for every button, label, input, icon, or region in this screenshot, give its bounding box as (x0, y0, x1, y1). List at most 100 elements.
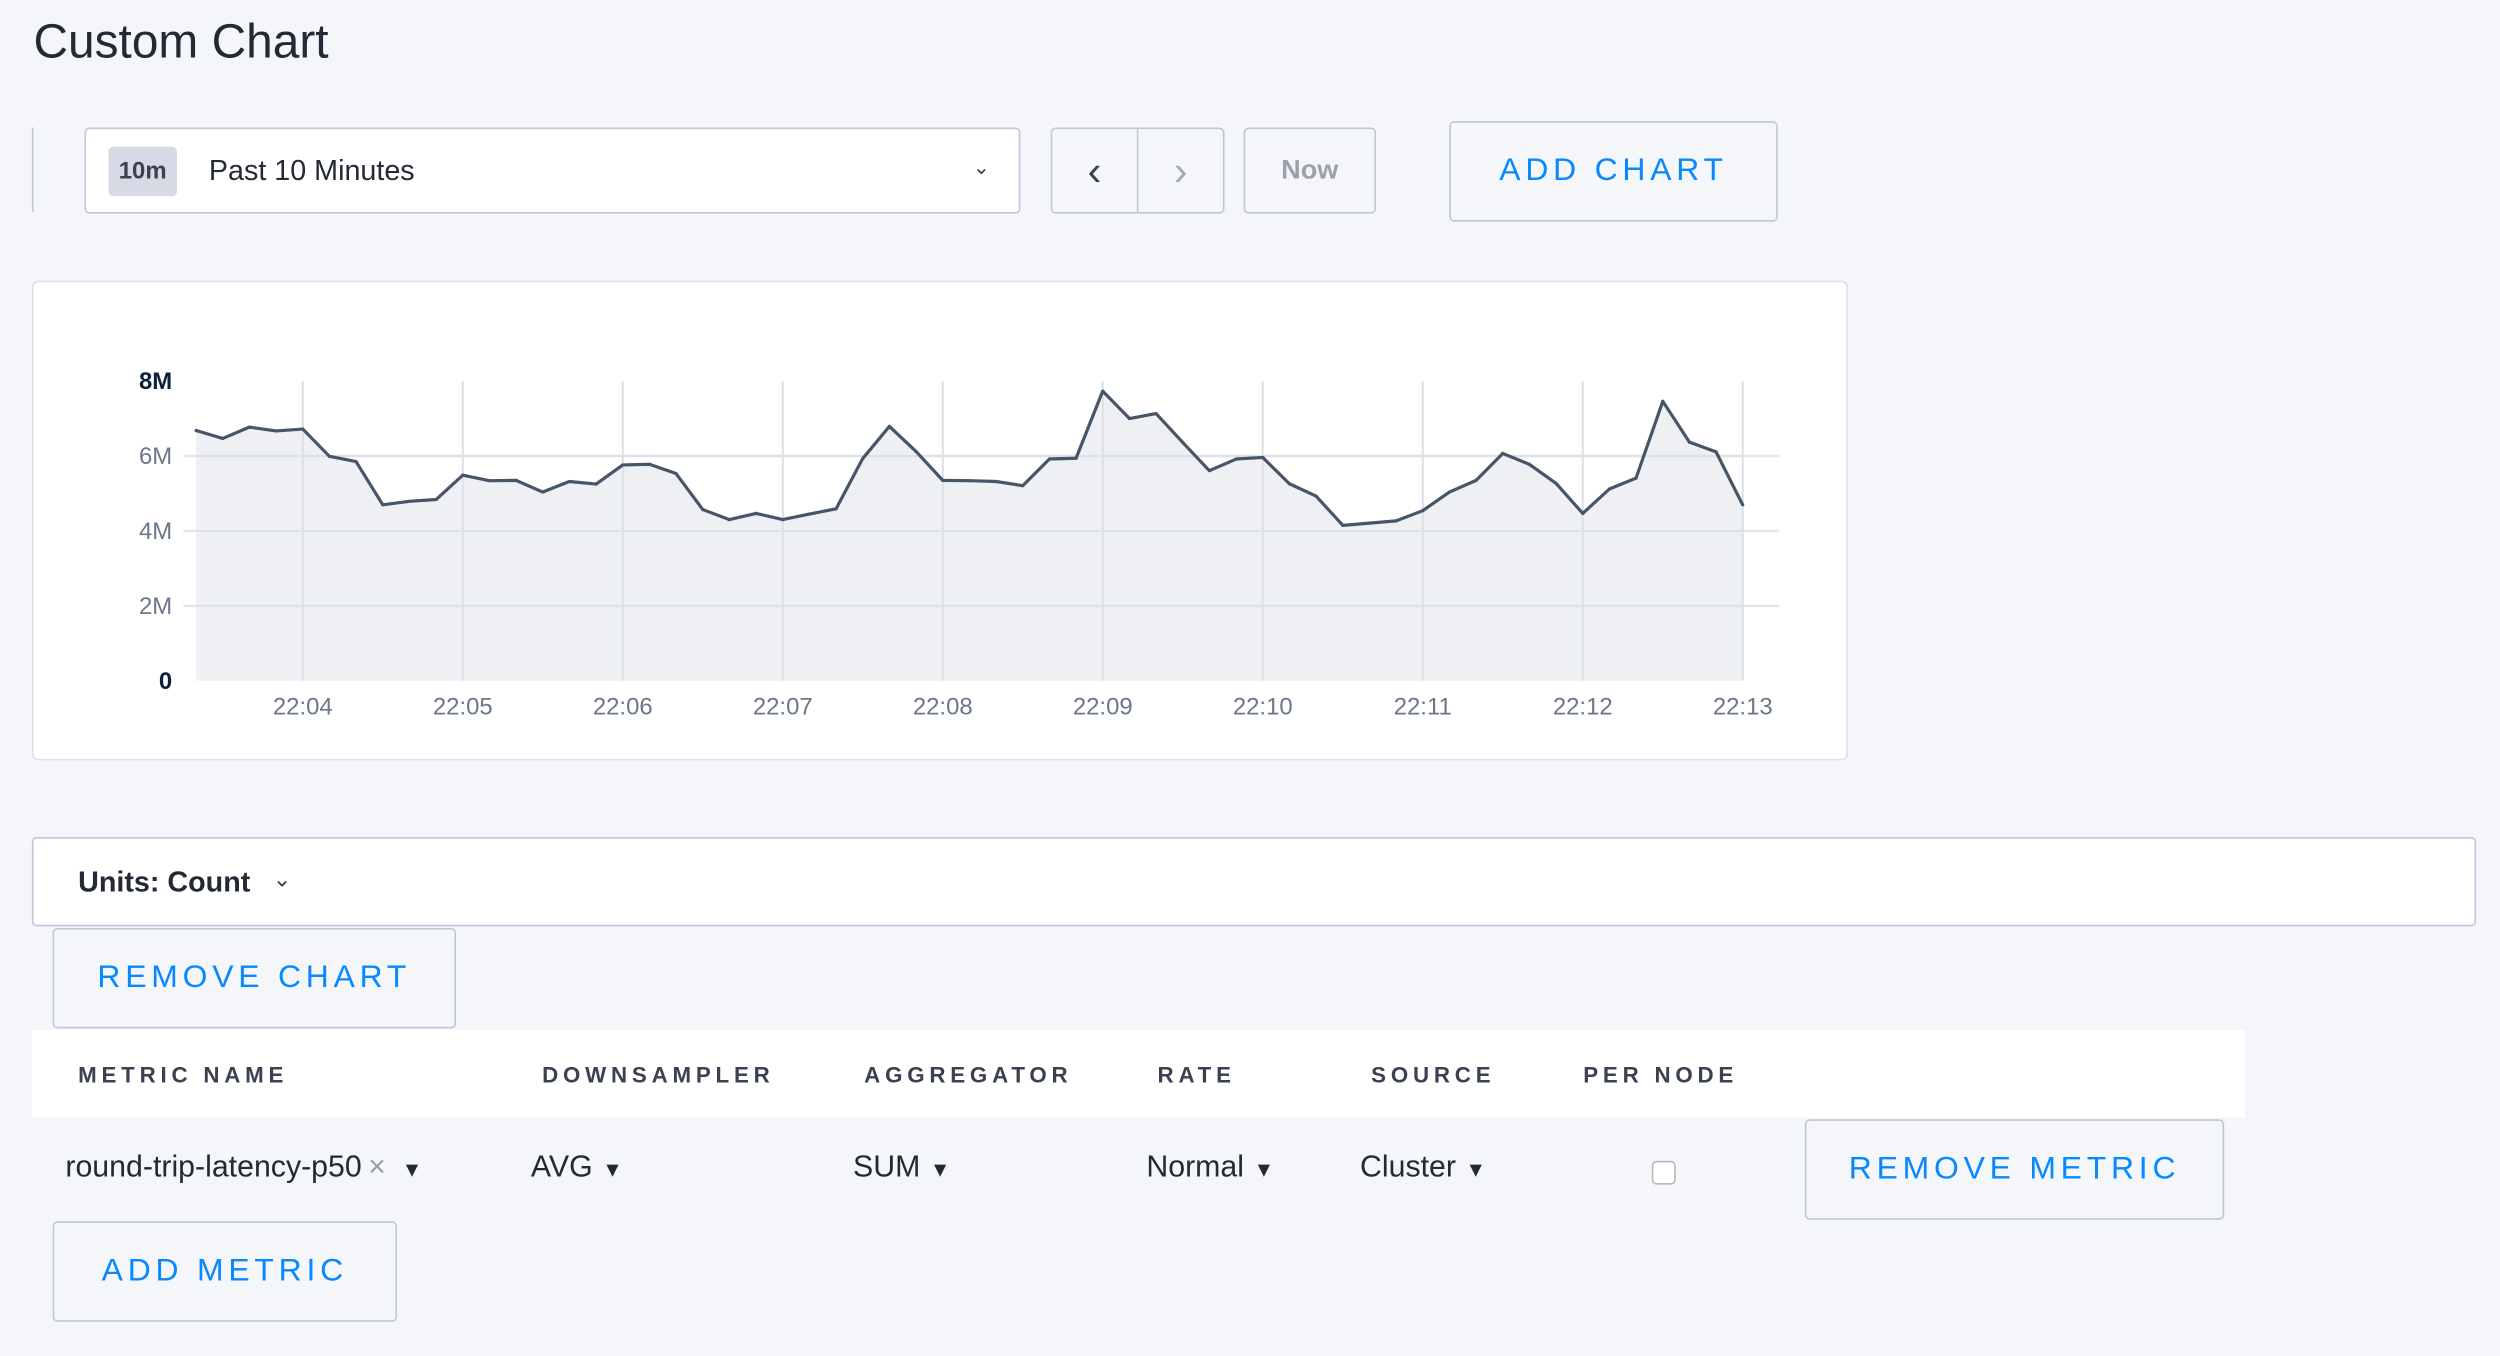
rate-value: Normal (1146, 1151, 1245, 1185)
header-downsampler: DOWNSAMPLER (542, 1061, 775, 1088)
rate-select[interactable]: Normal ▼ (1146, 1151, 1274, 1186)
data-point (1527, 462, 1532, 466)
remove-chart-button[interactable]: REMOVE CHART (52, 927, 456, 1029)
chevron-down-icon: ⌄ (972, 154, 991, 179)
data-point (1234, 457, 1238, 461)
y-tick-label: 6M (139, 443, 172, 470)
data-point (541, 490, 545, 494)
downsampler-select[interactable]: AVG ▼ (531, 1151, 623, 1186)
data-point (1314, 494, 1318, 498)
y-tick-label: 0 (159, 668, 172, 695)
time-range-select[interactable]: 10m Past 10 Minutes ⌄ (84, 127, 1021, 214)
now-button[interactable]: Now (1243, 127, 1376, 214)
data-point (887, 424, 892, 428)
data-point (274, 429, 278, 433)
metric-name-select[interactable]: round-trip-latency-p50 × ▼ (65, 1151, 422, 1186)
data-point (914, 449, 918, 454)
data-point (1741, 503, 1745, 507)
y-tick-label: 8M (139, 368, 172, 395)
data-point (1181, 440, 1185, 445)
data-point (1634, 476, 1638, 480)
data-point (301, 427, 305, 431)
data-point (381, 503, 385, 507)
caret-down-icon: ▼ (602, 1157, 623, 1182)
source-value: Cluster (1360, 1151, 1456, 1185)
data-point (1661, 399, 1665, 403)
chevron-right-icon[interactable]: › (1173, 145, 1188, 194)
add-metric-button[interactable]: ADD METRIC (52, 1221, 398, 1322)
aggregator-select[interactable]: SUM ▼ (853, 1151, 950, 1186)
units-select[interactable]: Units: Count ⌄ (31, 837, 2477, 927)
chevron-left-icon[interactable]: ‹ (1052, 129, 1139, 213)
data-point (781, 518, 785, 522)
x-tick-label: 22:13 (1713, 693, 1773, 720)
header-source: SOURCE (1371, 1061, 1496, 1088)
header-aggregator: AGGREGATOR (864, 1061, 1073, 1088)
data-point (1074, 456, 1078, 460)
data-point (1687, 440, 1692, 444)
data-point (1474, 478, 1478, 482)
data-point (194, 428, 198, 433)
range-badge: 10m (108, 146, 177, 197)
data-point (461, 473, 465, 477)
downsampler-value: AVG (530, 1151, 593, 1185)
page-title: Custom Chart (33, 15, 329, 69)
x-tick-label: 22:08 (913, 693, 973, 720)
units-label: Units: Count (78, 865, 251, 898)
add-chart-button[interactable]: ADD CHART (1449, 121, 1778, 222)
chevron-down-icon: ⌄ (272, 865, 292, 892)
x-tick-label: 22:12 (1553, 693, 1613, 720)
data-point (1021, 484, 1025, 488)
data-point (1394, 519, 1398, 523)
x-tick-label: 22:10 (1233, 693, 1293, 720)
series-area (196, 391, 1743, 681)
data-point (967, 479, 972, 483)
data-point (327, 454, 332, 458)
data-point (1261, 455, 1265, 460)
remove-metric-button[interactable]: REMOVE METRIC (1804, 1119, 2225, 1220)
data-point (1607, 487, 1612, 491)
data-point (1581, 511, 1585, 515)
data-point (407, 499, 412, 503)
time-nav-group: ‹ › (1050, 127, 1225, 214)
clear-icon[interactable]: × (368, 1151, 386, 1185)
caret-down-icon: ▼ (1465, 1157, 1487, 1182)
data-point (1714, 450, 1718, 454)
data-point (1367, 521, 1372, 525)
data-point (1341, 523, 1345, 527)
x-tick-label: 22:11 (1394, 693, 1452, 720)
source-select[interactable]: Cluster ▼ (1360, 1151, 1486, 1186)
data-point (834, 507, 838, 511)
data-point (434, 497, 438, 502)
data-point (247, 425, 252, 429)
data-point (1287, 482, 1292, 486)
line-chart: 22:04 22:05 22:06 22:07 22:08 22:09 22:10 22:11… (139, 368, 1780, 720)
data-point (647, 462, 652, 466)
x-tick-label: 22:04 (273, 693, 333, 720)
data-point (701, 507, 705, 512)
x-tick-label: 22:05 (433, 693, 493, 720)
data-point (1154, 412, 1158, 416)
data-point (621, 463, 625, 467)
data-point (674, 472, 678, 476)
aggregator-value: SUM (853, 1151, 921, 1185)
data-point (514, 478, 518, 482)
data-point (1501, 451, 1505, 455)
caret-down-icon: ▼ (401, 1157, 423, 1182)
data-point (567, 479, 572, 484)
per-node-checkbox[interactable] (1651, 1160, 1676, 1185)
data-point (1207, 469, 1212, 473)
data-point (354, 460, 358, 464)
data-point (487, 479, 492, 483)
range-label: Past 10 Minutes (208, 154, 415, 187)
header-rate: RATE (1157, 1061, 1236, 1088)
data-point (1447, 490, 1452, 494)
x-tick-label: 22:07 (753, 693, 813, 720)
data-point (1554, 481, 1558, 485)
metrics-table-header: METRIC NAME DOWNSAMPLER AGGREGATOR RATE … (31, 1029, 2245, 1118)
divider (31, 127, 34, 213)
data-point (807, 512, 812, 516)
data-point (941, 478, 945, 482)
data-point (727, 518, 732, 522)
caret-down-icon: ▼ (929, 1157, 951, 1182)
